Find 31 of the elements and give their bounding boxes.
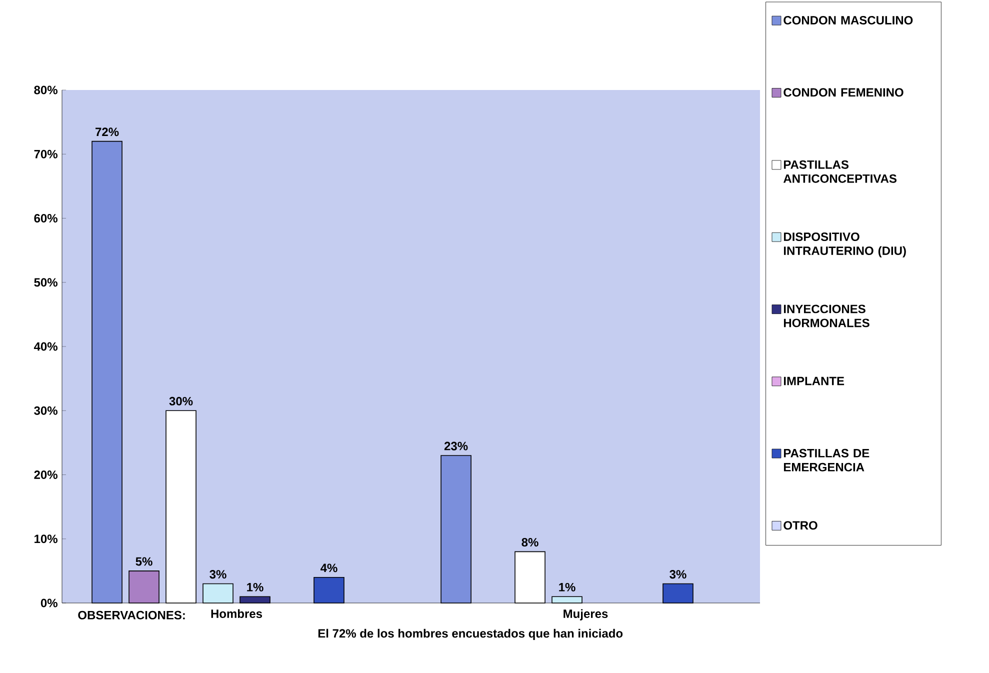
legend-label: PASTILLAS ANTICONCEPTIVAS bbox=[783, 160, 896, 183]
data-label: 30% bbox=[169, 396, 193, 406]
data-label: 1% bbox=[559, 582, 576, 592]
y-tick-label: 70% bbox=[34, 150, 58, 158]
y-tick-label: 10% bbox=[34, 534, 58, 544]
data-label: 3% bbox=[670, 570, 686, 579]
y-tick-label: 50% bbox=[34, 278, 58, 287]
y-tick-label: 30% bbox=[34, 406, 58, 415]
legend-label: DISPOSITIVO INTRAUTERINO (DIU) bbox=[784, 232, 906, 258]
y-tick-label: 0% bbox=[40, 598, 58, 608]
x-tick-label: Hombres bbox=[211, 609, 262, 618]
data-label: 1% bbox=[247, 582, 264, 592]
y-tick-label: 40% bbox=[34, 342, 58, 351]
y-tick-label: 60% bbox=[34, 214, 58, 222]
data-label: 72% bbox=[96, 128, 119, 136]
data-label: 23% bbox=[444, 442, 468, 450]
data-label: 5% bbox=[136, 557, 152, 566]
legend-label: PASTILLAS DE EMERGENCIA bbox=[784, 448, 870, 472]
y-tick-label: 80% bbox=[34, 86, 58, 94]
legend-label: INYECCIONES HORMONALES bbox=[784, 304, 870, 328]
legend-label: OTRO bbox=[784, 521, 818, 530]
text: El 72% de los hombres encuestados que han iniciado bbox=[318, 628, 623, 640]
data-label: 4% bbox=[320, 564, 338, 572]
data-label: 8% bbox=[522, 538, 538, 546]
x-tick-label: Mujeres bbox=[564, 609, 608, 620]
legend-label: CONDON MASCULINO bbox=[784, 16, 913, 24]
data-label: 3% bbox=[210, 570, 226, 579]
legend-label: IMPLANTE bbox=[784, 376, 844, 386]
y-tick-label: 20% bbox=[34, 470, 58, 479]
text: OBSERVACIONES: bbox=[78, 610, 185, 620]
legend-label: CONDON FEMENINO bbox=[784, 88, 904, 97]
